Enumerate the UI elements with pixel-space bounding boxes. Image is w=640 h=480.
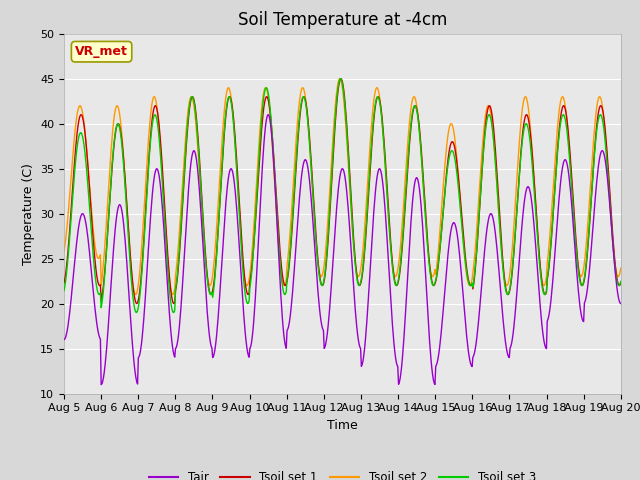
Legend: Tair, Tsoil set 1, Tsoil set 2, Tsoil set 3: Tair, Tsoil set 1, Tsoil set 2, Tsoil se…	[144, 466, 541, 480]
Y-axis label: Temperature (C): Temperature (C)	[22, 163, 35, 264]
Title: Soil Temperature at -4cm: Soil Temperature at -4cm	[237, 11, 447, 29]
X-axis label: Time: Time	[327, 419, 358, 432]
Text: VR_met: VR_met	[75, 45, 128, 58]
